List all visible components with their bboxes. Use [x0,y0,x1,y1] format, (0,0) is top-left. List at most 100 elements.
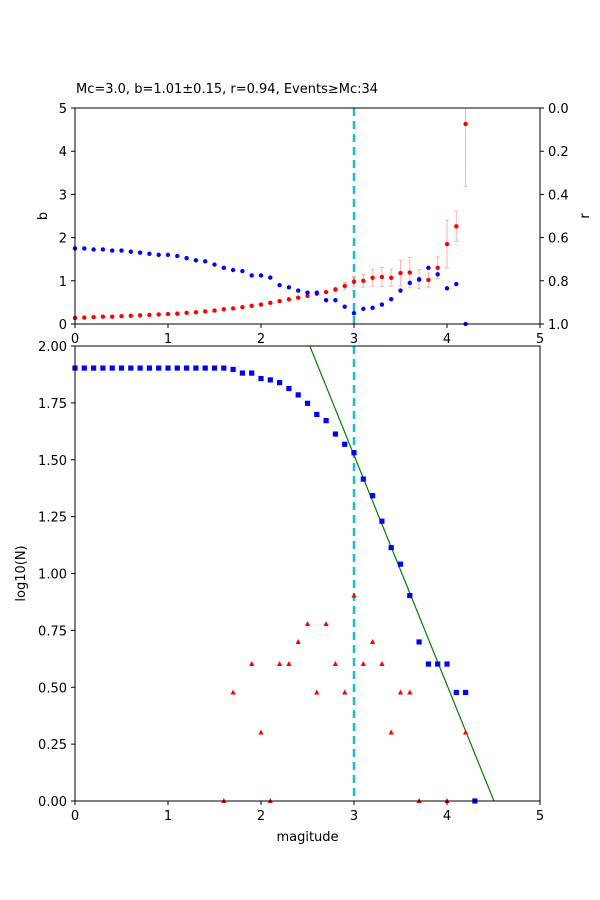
r-point [128,249,133,254]
cumulative-point [323,418,329,424]
bottom-x-tick-label: 5 [536,809,544,824]
top-x-tick-label: 5 [536,332,544,347]
top-x-tick-label: 3 [350,332,358,347]
b-point [203,309,208,314]
noncumulative-point [388,729,394,735]
b-point [426,277,431,283]
cumulative-point [202,365,208,371]
cumulative-point [91,365,97,371]
bottom-y-tick-label: 0.75 [38,624,67,639]
r-point [240,268,245,274]
r-point [361,306,366,312]
r-point [156,252,161,258]
cumulative-point [435,661,441,667]
top-y-tick-label: 5 [59,102,67,117]
cumulative-point [174,365,180,371]
bottom-y-tick-label: 1.25 [38,511,67,526]
b-point [407,270,412,275]
bottom-chart: 0 1 2 3 4 5 0.00 0.25 0.50 0.75 1.00 1.25 1.50 1.75 2.… [14,340,544,845]
r-point [193,258,199,263]
r-point [286,285,292,290]
b-point [342,283,347,289]
top-y-right-tick-label: 0.2 [548,145,569,160]
cumulative-point [388,544,394,551]
cumulative-point [193,365,199,371]
cumulative-point [370,493,376,499]
noncumulative-point [370,638,376,644]
r-point [147,251,152,256]
noncumulative-point [351,592,357,598]
noncumulative-point [407,689,413,695]
top-y-right-tick-label: 0.4 [548,188,569,203]
r-point [203,259,208,264]
b-point [137,313,143,318]
bottom-x-tick-label: 4 [443,809,451,824]
top-y-right-axis-label: r [578,213,593,219]
top-y-right-tick-label: 0.6 [548,232,569,247]
top-chart: 0 1 2 3 4 5 0 1 2 3 4 5 0.0 0.2 0.4 0.6 0.8 1.0 b r [36,102,593,347]
cumulative-point [397,561,404,567]
cumulative-point [304,400,311,406]
cumulative-point [277,380,283,386]
r-point [212,262,217,267]
cumulative-point [230,366,236,373]
b-point [91,314,96,320]
cumulative-point [184,365,190,371]
cumulative-point [258,375,264,382]
b-point [454,224,459,229]
bottom-y-tick-label: 1.75 [38,397,67,412]
bottom-x-tick-label: 3 [350,809,358,824]
cumulative-point [221,365,227,371]
top-y-right-tick-label: 0.0 [548,102,569,117]
top-x-tick-label: 4 [443,332,451,347]
cumulative-point [425,661,431,667]
r-point [342,304,347,309]
noncumulative-point [258,729,264,735]
b-point [156,312,161,317]
cumulative-point [109,365,115,371]
r-point [184,255,189,261]
cumulative-point [165,365,171,371]
cumulative-point [295,392,301,398]
b-point [193,310,199,315]
r-point [370,305,375,310]
r-point [268,275,273,280]
r-point [175,253,180,259]
noncumulative-point [295,638,301,644]
gr-fit-line [309,346,495,801]
noncumulative-point [332,661,338,667]
bottom-x-axis-label: magitude [276,830,338,845]
top-chart-title: Mc=3.0, b=1.01±0.15, r=0.94, Events≥Mc:3… [76,82,378,97]
r-point [100,247,106,252]
noncumulative-point [304,621,311,627]
r-point [454,281,459,287]
b-point [221,307,226,312]
cumulative-point [267,377,273,383]
top-x-tick-label: 1 [164,332,172,347]
noncumulative-point [342,689,348,695]
b-point [184,310,189,315]
cumulative-point [81,365,87,371]
b-point [435,265,440,271]
b-point [444,241,450,247]
noncumulative-point [397,689,404,695]
b-point [240,304,245,310]
cumulative-point [211,365,218,371]
bottom-y-tick-label: 0.00 [38,795,67,810]
cumulative-point [444,661,450,667]
noncumulative-point [249,661,255,667]
cumulative-point [416,639,422,645]
b-point [82,315,87,320]
r-point [91,247,96,252]
top-y-tick-label: 3 [59,188,67,203]
top-x-tick-label: 0 [71,332,79,347]
noncumulative-point [314,689,320,695]
b-point [277,298,282,304]
b-point [361,278,366,283]
b-point [165,311,171,317]
top-x-tick-label: 2 [257,332,265,347]
bottom-y-tick-label: 0.25 [38,738,67,753]
b-point [323,289,329,295]
